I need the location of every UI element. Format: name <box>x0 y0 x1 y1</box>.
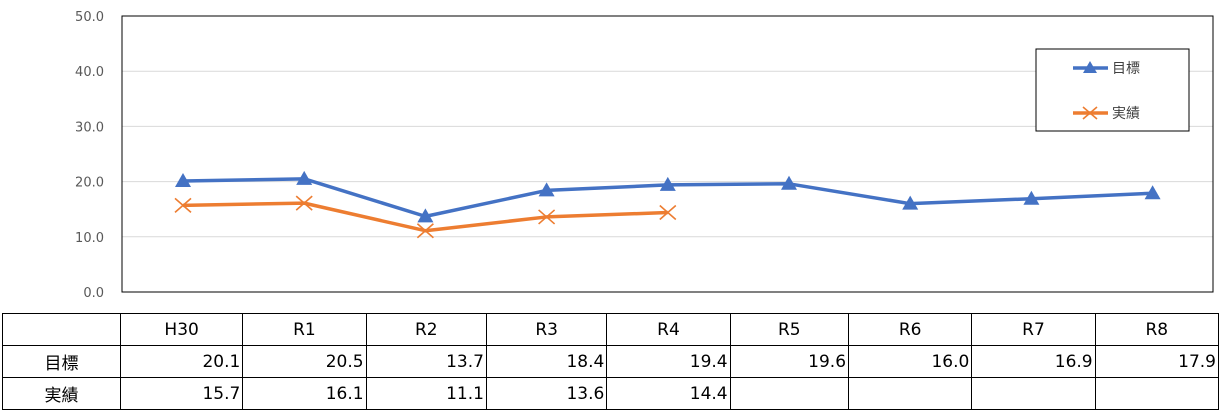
y-tick-label: 10.0 <box>75 231 104 246</box>
y-tick-label: 30.0 <box>75 120 104 135</box>
legend-marker-triangle <box>1083 61 1097 73</box>
table-cell: 19.4 <box>606 345 731 378</box>
table-cell <box>729 377 850 410</box>
row-label: 目標 <box>2 345 121 378</box>
data-point-triangle <box>659 176 676 191</box>
table-header-row: H30 R1 R2 R3 R4 R5 R6 R7 R8 <box>2 313 1219 346</box>
y-tick-label: 40.0 <box>75 65 104 80</box>
data-point-triangle <box>781 175 797 190</box>
table-cell: 13.6 <box>485 377 608 410</box>
table-row-actual: 実績 15.7 16.1 11.1 13.6 14.4 <box>2 377 1219 410</box>
table-cell: 17.9 <box>1094 345 1219 378</box>
table-header-cell: R7 <box>971 313 1096 346</box>
plot-area <box>121 15 1214 293</box>
table-header-cell: R3 <box>485 313 608 346</box>
row-label: 実績 <box>2 377 121 410</box>
data-point-x <box>538 209 556 225</box>
table-cell: 16.1 <box>242 377 367 410</box>
legend-label: 目標 <box>1112 61 1140 77</box>
table-cell: 19.6 <box>729 345 850 378</box>
y-tick-label: 50.0 <box>75 10 104 25</box>
table-cell: 20.1 <box>119 345 244 378</box>
data-point-x <box>659 204 677 221</box>
data-point-triangle <box>417 208 434 223</box>
data-point-triangle <box>296 170 313 185</box>
table-header-cell: R8 <box>1094 313 1219 346</box>
table-header-cell: R4 <box>606 313 731 346</box>
legend-marker-x <box>1082 106 1098 120</box>
table-cell: 16.9 <box>971 345 1096 378</box>
table-corner-cell <box>2 313 121 346</box>
y-tick-label: 20.0 <box>75 176 104 191</box>
data-point-x <box>416 223 434 239</box>
table-cell: 20.5 <box>242 345 367 378</box>
table-header-cell: R2 <box>365 313 487 346</box>
legend-label: 実績 <box>1112 106 1140 122</box>
table-cell: 18.4 <box>485 345 608 378</box>
table-cell <box>848 377 973 410</box>
table-cell: 14.4 <box>606 377 731 410</box>
data-point-x <box>174 197 192 213</box>
table-header-cell: R1 <box>242 313 367 346</box>
data-point-triangle <box>902 195 919 210</box>
data-point-triangle <box>538 182 555 197</box>
data-table: H30 R1 R2 R3 R4 R5 R6 R7 R8 目標 20.1 20.5… <box>2 313 1219 410</box>
y-tick-label: 0.0 <box>83 286 104 301</box>
legend-box <box>1035 48 1190 132</box>
data-point-triangle <box>1023 190 1040 205</box>
table-cell: 15.7 <box>119 377 244 410</box>
table-cell <box>971 377 1096 410</box>
table-row-target: 目標 20.1 20.5 13.7 18.4 19.4 19.6 16.0 16… <box>2 345 1219 378</box>
table-cell: 11.1 <box>365 377 487 410</box>
table-cell <box>1094 377 1219 410</box>
table-header-cell: R6 <box>848 313 973 346</box>
data-point-triangle <box>1144 185 1161 200</box>
data-point-x <box>295 195 313 211</box>
table-cell: 13.7 <box>365 345 487 378</box>
table-header-cell: R5 <box>729 313 850 346</box>
data-point-triangle <box>175 173 191 188</box>
table-header-cell: H30 <box>119 313 244 346</box>
table-cell: 16.0 <box>848 345 973 378</box>
